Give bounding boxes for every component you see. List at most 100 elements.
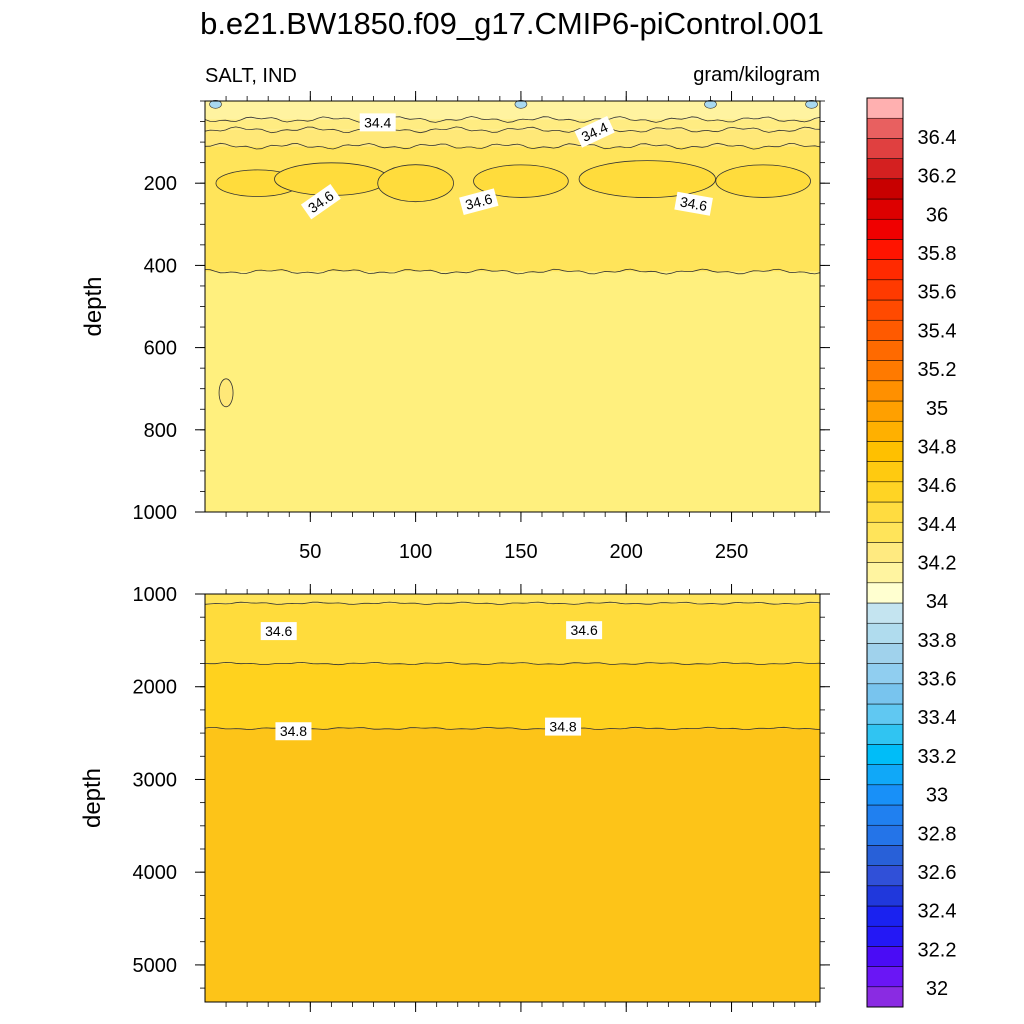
y-axis-label: depth — [79, 768, 106, 828]
y-tick-label: 1000 — [133, 502, 178, 524]
y-tick-label: 3000 — [133, 769, 178, 791]
contour-label-text: 34.8 — [549, 719, 576, 735]
colorbar-label: 35 — [926, 398, 948, 420]
contour-line — [204, 268, 821, 275]
x-tick-label: 250 — [715, 541, 748, 563]
contour-label-bg — [300, 183, 341, 220]
contour-blob — [715, 164, 811, 198]
contour-line — [204, 116, 821, 123]
colorbar-swatch — [866, 582, 904, 604]
contour-label: 34.8 — [275, 722, 312, 741]
colorbar-swatch — [866, 946, 904, 967]
colorbar-swatch — [866, 319, 904, 341]
colorbar-swatch — [866, 380, 904, 402]
colorbar-label: 35.4 — [918, 320, 957, 342]
colorbar-swatch — [866, 723, 904, 745]
colorbar: 36.4 36.2 36 35.8 35.6 35.4 35.2 35 34.8 34.6 34.4… — [866, 97, 957, 1008]
colorbar-swatch — [866, 461, 904, 483]
y-axis-label: depth — [80, 276, 107, 336]
colorbar-swatch — [866, 764, 904, 786]
colorbar-label: 34.8 — [918, 436, 957, 458]
colorbar-label: 36.2 — [918, 166, 957, 188]
colorbar-swatch — [866, 804, 904, 826]
colorbar-label: 35.8 — [918, 243, 957, 265]
colorbar-swatch — [866, 663, 904, 685]
contour-line — [204, 601, 821, 605]
contour-blob — [473, 164, 569, 198]
contour-label-text: 34.6 — [679, 194, 709, 215]
x-tick-label: 150 — [504, 541, 537, 563]
contour-blob — [377, 164, 454, 203]
contour-label: 34.6 — [674, 191, 713, 216]
salinity-band — [205, 603, 820, 664]
colorbar-swatch — [866, 198, 904, 220]
contour-label-bg — [674, 191, 713, 216]
colorbar-swatch — [866, 420, 904, 442]
colorbar-swatch — [866, 259, 904, 281]
y-tick-label: 600 — [144, 338, 177, 360]
colorbar-label: 33.6 — [918, 669, 957, 691]
contour-label-bg — [566, 621, 603, 640]
colorbar-swatch — [866, 925, 904, 947]
plot-frame — [204, 593, 821, 1003]
units-label: gram/kilogram — [693, 64, 820, 86]
salinity-band — [205, 101, 820, 120]
colorbar-label: 33 — [926, 785, 948, 807]
contour-label-text: 34.6 — [570, 622, 597, 638]
y-tick-label: 2000 — [133, 677, 178, 699]
colorbar-label: 32.2 — [918, 939, 957, 961]
contour-label-text: 34.6 — [464, 190, 495, 213]
colorbar-label: 36 — [926, 204, 948, 226]
colorbar-swatch — [866, 218, 904, 240]
contour-label-text: 34.8 — [280, 723, 307, 739]
contour-label-bg — [275, 722, 312, 741]
colorbar-swatch — [866, 622, 904, 644]
x-tick-label: 50 — [299, 541, 321, 563]
colorbar-label: 32.6 — [918, 862, 957, 884]
colorbar-swatch — [866, 824, 904, 846]
colorbar-label: 33.2 — [918, 746, 957, 768]
contour-label: 34.6 — [260, 622, 297, 641]
colorbar-label: 34.4 — [918, 514, 957, 536]
x-tick-label: 100 — [399, 541, 432, 563]
colorbar-label: 32 — [926, 978, 948, 1000]
colorbar-label: 34 — [926, 591, 948, 613]
contour-label-bg — [574, 116, 615, 148]
salinity-band — [205, 271, 820, 512]
colorbar-label: 36.4 — [918, 127, 957, 149]
colorbar-label: 34.6 — [918, 475, 957, 497]
colorbar-swatch — [866, 138, 904, 159]
y-tick-label: 400 — [144, 255, 177, 277]
lower-panel: 1000 2000 3000 4000 5000 depth 34.6 34.6 34.8 34.… — [79, 584, 830, 1012]
low-salinity-patch — [805, 99, 818, 109]
colorbar-swatch — [866, 441, 904, 462]
y-tick-label: 5000 — [133, 955, 178, 977]
colorbar-label: 32.8 — [918, 823, 957, 845]
contour-label-text: 34.4 — [364, 114, 391, 130]
contour-label-bg — [260, 622, 297, 641]
salinity-band — [205, 728, 820, 1002]
colorbar-swatch — [866, 178, 904, 200]
upper-panel: 200 400 600 800 1000 50 100 150 200 250 depth SALT,… — [80, 64, 830, 563]
colorbar-swatch — [866, 158, 904, 180]
variable-label: SALT, IND — [205, 65, 297, 87]
colorbar-swatch — [866, 905, 904, 927]
contour-line — [204, 661, 821, 666]
colorbar-label: 32.4 — [918, 901, 957, 923]
colorbar-swatch — [866, 481, 904, 503]
colorbar-swatch — [866, 299, 904, 321]
y-tick-label: 800 — [144, 420, 177, 442]
y-tick-label: 4000 — [133, 862, 178, 884]
colorbar-swatch — [866, 400, 904, 422]
colorbar-label: 33.8 — [918, 630, 957, 652]
colorbar-swatch — [866, 885, 904, 907]
colorbar-swatch — [866, 521, 904, 543]
colorbar-swatch — [866, 542, 904, 563]
colorbar-swatch — [866, 117, 904, 139]
contour-label: 34.8 — [545, 717, 582, 736]
colorbar-swatch — [866, 602, 904, 624]
salinity-band — [205, 663, 820, 729]
colorbar-swatch — [866, 279, 904, 301]
salinity-band — [205, 129, 820, 147]
